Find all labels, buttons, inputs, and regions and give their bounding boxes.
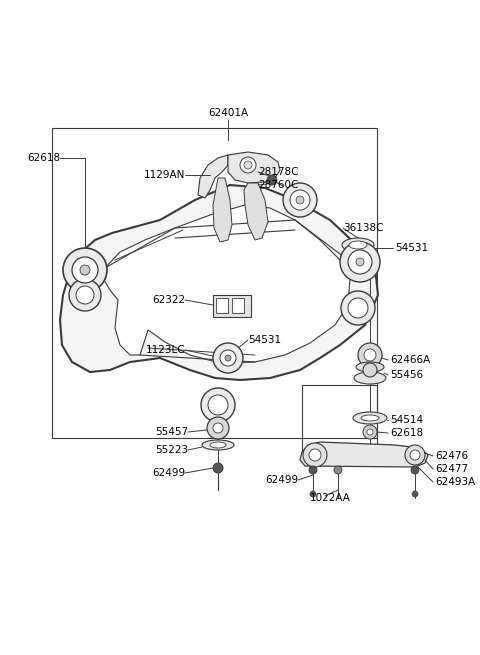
Text: 1022AA: 1022AA (310, 493, 350, 503)
Circle shape (267, 175, 277, 185)
Text: 62401A: 62401A (208, 108, 248, 118)
Circle shape (334, 466, 342, 474)
Circle shape (76, 286, 94, 304)
Circle shape (213, 463, 223, 473)
Circle shape (63, 248, 107, 292)
Text: 55456: 55456 (390, 370, 423, 380)
Circle shape (201, 388, 235, 422)
Circle shape (363, 425, 377, 439)
Bar (52, 128, 377, 438)
Polygon shape (228, 152, 280, 183)
Circle shape (72, 257, 98, 283)
Text: 54514: 54514 (390, 415, 423, 425)
Circle shape (283, 183, 317, 217)
Circle shape (310, 491, 316, 497)
Circle shape (340, 242, 380, 282)
Text: 28760C: 28760C (258, 180, 299, 190)
Polygon shape (244, 183, 268, 240)
Circle shape (358, 343, 382, 367)
Circle shape (405, 445, 425, 465)
Circle shape (69, 279, 101, 311)
Polygon shape (60, 185, 378, 380)
Circle shape (363, 363, 377, 377)
Circle shape (309, 466, 317, 474)
Circle shape (207, 417, 229, 439)
Circle shape (341, 291, 375, 325)
Ellipse shape (354, 372, 386, 384)
Circle shape (303, 443, 327, 467)
Text: 62499: 62499 (265, 475, 298, 485)
Circle shape (225, 355, 231, 361)
Circle shape (80, 265, 90, 275)
Text: 36138C: 36138C (343, 223, 384, 233)
Text: 62466A: 62466A (390, 355, 430, 365)
Text: 55223: 55223 (155, 445, 188, 455)
Text: 62493A: 62493A (435, 477, 475, 487)
Text: 62322: 62322 (152, 295, 185, 305)
Ellipse shape (361, 415, 379, 421)
Text: 54531: 54531 (248, 335, 281, 345)
Text: 54531: 54531 (395, 243, 428, 253)
Circle shape (213, 423, 223, 433)
Circle shape (240, 157, 256, 173)
Bar (232, 298, 244, 313)
Ellipse shape (349, 241, 367, 249)
Text: 62477: 62477 (435, 464, 468, 474)
Circle shape (364, 349, 376, 361)
Bar (302, 385, 377, 460)
Circle shape (309, 449, 321, 461)
Text: 62618: 62618 (390, 428, 423, 438)
Circle shape (208, 395, 228, 415)
Circle shape (213, 343, 243, 373)
Text: 62476: 62476 (435, 451, 468, 461)
Polygon shape (198, 155, 228, 198)
Ellipse shape (353, 412, 387, 424)
Circle shape (348, 298, 368, 318)
Circle shape (348, 250, 372, 274)
Ellipse shape (202, 440, 234, 450)
Circle shape (296, 196, 304, 204)
Circle shape (220, 350, 236, 366)
Circle shape (244, 161, 252, 169)
Text: 55457: 55457 (155, 427, 188, 437)
Bar (216, 298, 228, 313)
Polygon shape (213, 178, 232, 242)
Text: 28178C: 28178C (258, 167, 299, 177)
Circle shape (412, 491, 418, 497)
Text: 62618: 62618 (27, 153, 60, 163)
Ellipse shape (210, 442, 226, 448)
Circle shape (356, 258, 364, 266)
Polygon shape (300, 442, 428, 467)
Circle shape (367, 429, 373, 435)
Polygon shape (104, 205, 350, 363)
Circle shape (290, 190, 310, 210)
Circle shape (411, 466, 419, 474)
Ellipse shape (342, 238, 374, 252)
Text: 1129AN: 1129AN (144, 170, 185, 180)
Bar (213, 295, 251, 317)
Text: 1123LC: 1123LC (145, 345, 185, 355)
Text: 62499: 62499 (152, 468, 185, 478)
Ellipse shape (356, 362, 384, 372)
Circle shape (410, 450, 420, 460)
